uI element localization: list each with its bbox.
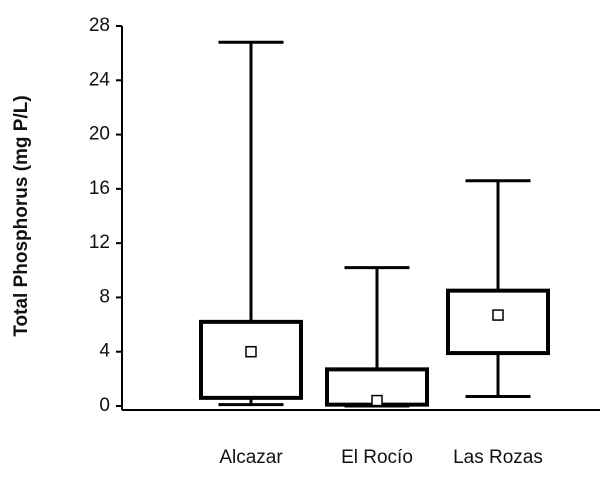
mean-marker bbox=[492, 309, 504, 321]
y-tick-label: 0 bbox=[99, 395, 110, 416]
box bbox=[199, 319, 303, 400]
y-tick-label: 28 bbox=[89, 15, 110, 36]
x-tick-label: Alcazar bbox=[219, 447, 283, 468]
mean-marker bbox=[371, 394, 383, 407]
y-tick-label: 12 bbox=[89, 232, 110, 253]
y-tick-label: 24 bbox=[89, 69, 111, 90]
y-tick-label: 16 bbox=[89, 178, 110, 199]
x-tick-label: El Rocío bbox=[341, 447, 413, 468]
y-tick-label: 8 bbox=[99, 286, 110, 307]
box bbox=[446, 288, 550, 356]
box bbox=[325, 367, 429, 407]
mean-marker bbox=[245, 345, 257, 358]
y-axis-label: Total Phosphorus (mg P/L) bbox=[11, 95, 32, 336]
y-tick-label: 20 bbox=[89, 124, 110, 145]
x-tick-label: Las Rozas bbox=[453, 447, 543, 468]
y-tick-label: 4 bbox=[99, 341, 110, 362]
